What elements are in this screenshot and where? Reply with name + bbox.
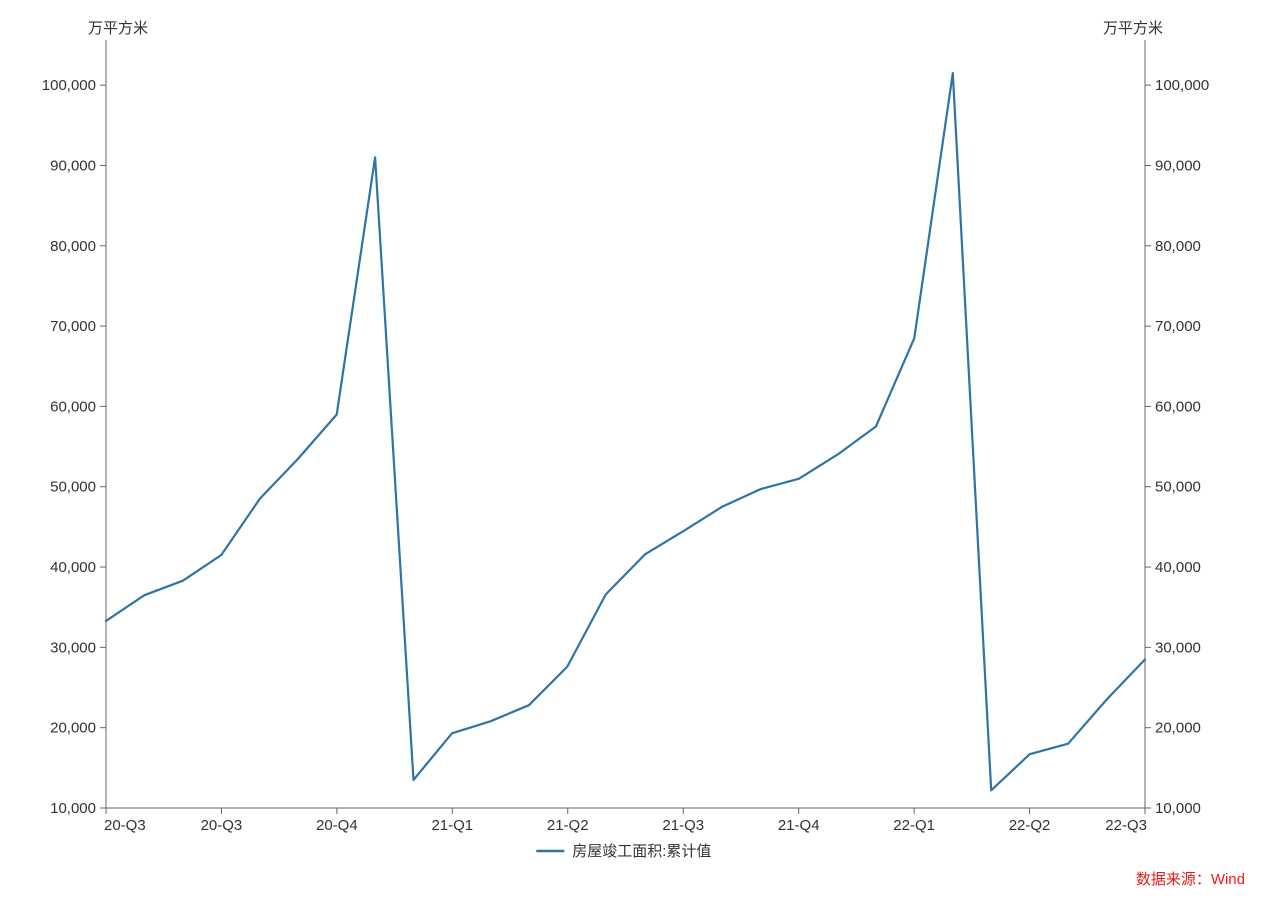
y-tick-right: 10,000 <box>1155 800 1201 817</box>
y-tick-right: 90,000 <box>1155 157 1201 174</box>
y-tick-left: 60,000 <box>50 398 96 415</box>
y-tick-left: 30,000 <box>50 639 96 656</box>
x-tick-label: 20-Q3 <box>104 817 146 834</box>
y-tick-left: 20,000 <box>50 720 96 737</box>
chart-container: 10,000 10,000 20,000 20,000 30,000 30,000 40,0… <box>0 0 1265 898</box>
y-tick-left: 40,000 <box>50 559 96 576</box>
x-tick-label: 20-Q4 <box>316 817 358 834</box>
y-tick-right: 40,000 <box>1155 559 1201 576</box>
x-tick-label: 21-Q2 <box>547 817 589 834</box>
y-tick-left: 100,000 <box>42 77 96 94</box>
x-tick-label: 21-Q3 <box>662 817 704 834</box>
legend-label: 房屋竣工面积:累计值 <box>572 843 711 860</box>
y-tick-right: 50,000 <box>1155 479 1201 496</box>
x-tick-label: 22-Q2 <box>1009 817 1051 834</box>
x-tick-label: 21-Q4 <box>778 817 820 834</box>
x-tick-label: 22-Q3 <box>1105 817 1147 834</box>
y-tick-right: 100,000 <box>1155 77 1209 94</box>
y-tick-right: 30,000 <box>1155 639 1201 656</box>
y-axis-title-left: 万平方米 <box>88 20 148 37</box>
y-tick-right: 20,000 <box>1155 720 1201 737</box>
y-axis-title-right: 万平方米 <box>1103 20 1163 37</box>
x-tick-label: 22-Q1 <box>893 817 935 834</box>
y-tick-right: 70,000 <box>1155 318 1201 335</box>
y-tick-right: 80,000 <box>1155 238 1201 255</box>
x-tick-label: 20-Q3 <box>201 817 243 834</box>
y-tick-left: 50,000 <box>50 479 96 496</box>
y-tick-left: 90,000 <box>50 157 96 174</box>
y-tick-left: 10,000 <box>50 800 96 817</box>
y-tick-left: 70,000 <box>50 318 96 335</box>
source-text: 数据来源：Wind <box>1136 871 1245 888</box>
y-tick-left: 80,000 <box>50 238 96 255</box>
y-tick-right: 60,000 <box>1155 398 1201 415</box>
x-tick-label: 21-Q1 <box>431 817 473 834</box>
line-chart-svg: 10,000 10,000 20,000 20,000 30,000 30,000 40,0… <box>0 0 1265 898</box>
